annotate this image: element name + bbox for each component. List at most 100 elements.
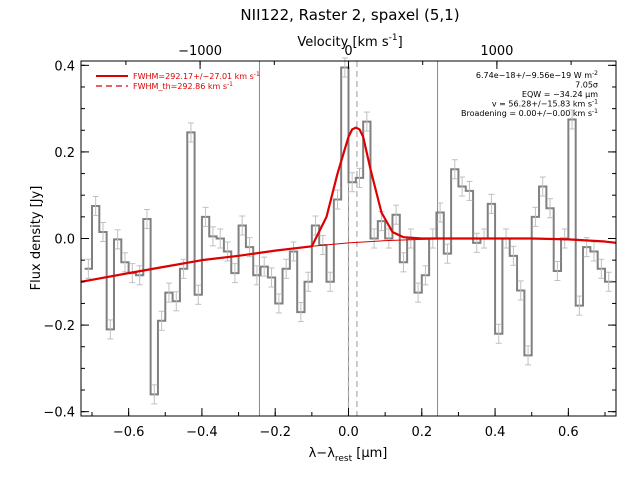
annotation-sup: -2 <box>592 70 598 77</box>
error-bar <box>107 319 114 340</box>
legend-label: FWHM=292.17+/−27.01 km s-1 <box>133 71 260 81</box>
legend-label-main: FWHM=292.17+/−27.01 km s <box>133 72 254 81</box>
axis-ticks: −0.6 −0.4 −0.2 0.0 0.2 0.4 0.6 −0.4 −0.2 0.0 0.2 0.… <box>43 44 616 440</box>
error-bar <box>114 229 121 250</box>
error-bar <box>539 176 546 197</box>
error-bar <box>305 271 312 292</box>
error-bar <box>371 228 378 249</box>
top-axis-label: Velocity [km s-1] <box>297 33 402 50</box>
fit-curve-2 <box>311 238 459 247</box>
legend-label-sup: -1 <box>227 81 233 88</box>
step-spectrum-line <box>84 66 613 396</box>
error-bar <box>422 265 429 286</box>
error-bar <box>451 159 458 180</box>
error-bar <box>290 241 297 262</box>
error-bar <box>393 204 400 225</box>
error-bar <box>569 109 576 130</box>
x-tick-label: −0.6 <box>113 425 145 440</box>
error-bar <box>444 243 451 264</box>
top-tick-label: −1000 <box>178 44 222 59</box>
error-bar <box>349 172 356 193</box>
x-axis-label: λ−λrest [μm] <box>309 446 388 464</box>
x-axis-label-sub: rest <box>335 454 353 464</box>
error-bar <box>297 302 304 323</box>
annotation-sup: -1 <box>592 99 598 106</box>
error-bar <box>136 265 143 286</box>
error-bar <box>268 267 275 288</box>
legend-label-sup: -1 <box>254 71 260 78</box>
annotation-main: Broadening = 0.00+/−0.00 km s <box>461 109 592 118</box>
error-bar <box>85 258 92 279</box>
y-tick-label: 0.4 <box>54 59 75 74</box>
error-bar <box>605 271 612 292</box>
error-bar <box>275 293 282 314</box>
x-tick-label: 0.2 <box>411 425 432 440</box>
error-bar <box>209 226 216 247</box>
error-bar <box>165 282 172 303</box>
error-bar <box>151 384 158 405</box>
error-bar <box>495 323 502 344</box>
annotation-text: v = 56.28+/−15.83 km s-1 <box>492 99 598 109</box>
error-bar <box>363 111 370 132</box>
legend-label-main: FWHM_th=292.86 km s <box>133 82 227 91</box>
error-bar <box>99 221 106 243</box>
error-bar <box>576 295 583 316</box>
legend-label: FWHM_th=292.86 km s-1 <box>133 81 233 91</box>
error-bar <box>231 263 238 284</box>
error-bar <box>466 180 473 201</box>
x-axis-label-unit: [μm] <box>352 446 387 461</box>
y-tick-label: 0.2 <box>54 146 75 161</box>
error-bar <box>547 198 554 219</box>
error-bar <box>554 260 561 281</box>
error-bar <box>598 258 605 279</box>
error-bar <box>525 345 532 366</box>
error-bar <box>517 280 524 301</box>
annotation-main: 7.05σ <box>575 81 598 90</box>
error-bar <box>195 284 202 305</box>
annotation-text: EQW = −34.24 μm <box>522 90 598 99</box>
y-tick-label: 0.0 <box>54 233 75 248</box>
error-bar <box>143 208 150 230</box>
error-bar <box>334 189 341 210</box>
error-bar <box>173 291 180 312</box>
error-bar <box>158 310 165 331</box>
annotation-main: v = 56.28+/−15.83 km s <box>492 100 592 109</box>
error-bar <box>202 206 209 227</box>
chart-title: NII122, Raster 2, spaxel (5,1) <box>240 6 459 24</box>
top-axis-label-sup: -1 <box>389 33 398 43</box>
y-axis-label: Flux density [Jy] <box>29 186 44 291</box>
error-bar <box>532 206 539 227</box>
error-bar <box>356 167 363 188</box>
error-bar <box>187 122 194 143</box>
x-tick-label: −0.4 <box>186 425 218 440</box>
error-bar <box>253 265 260 286</box>
error-bar <box>217 228 224 249</box>
annotation-sup: -1 <box>592 108 598 115</box>
fit-curve-1 <box>80 126 617 283</box>
error-bar <box>239 215 246 236</box>
error-bar <box>283 258 290 279</box>
x-tick-label: 0.0 <box>338 425 359 440</box>
annotation-text: 6.74e−18+/−9.56e−19 W m-2 <box>476 70 598 80</box>
legend: FWHM=292.17+/−27.01 km s-1FWHM_th=292.86… <box>96 71 260 91</box>
error-bar <box>400 252 407 273</box>
y-tick-label: −0.4 <box>43 406 75 421</box>
error-bar <box>415 282 422 303</box>
annotation-text: 7.05σ <box>575 81 598 90</box>
annotation-main: 6.74e−18+/−9.56e−19 W m <box>476 71 592 80</box>
x-tick-label: −0.2 <box>259 425 291 440</box>
top-axis-label-main: Velocity [km s <box>297 35 389 50</box>
error-bar <box>459 176 466 197</box>
error-bar <box>437 202 444 223</box>
x-tick-label: 0.4 <box>485 425 506 440</box>
annotation-main: EQW = −34.24 μm <box>522 90 598 99</box>
x-tick-label: 0.6 <box>558 425 579 440</box>
y-tick-label: −0.2 <box>43 319 75 334</box>
top-tick-label: 0 <box>344 44 352 59</box>
top-axis-label-end: ] <box>398 35 403 50</box>
error-bar <box>121 252 128 273</box>
error-bar <box>261 256 268 277</box>
x-axis-label-main: λ−λ <box>309 446 336 461</box>
